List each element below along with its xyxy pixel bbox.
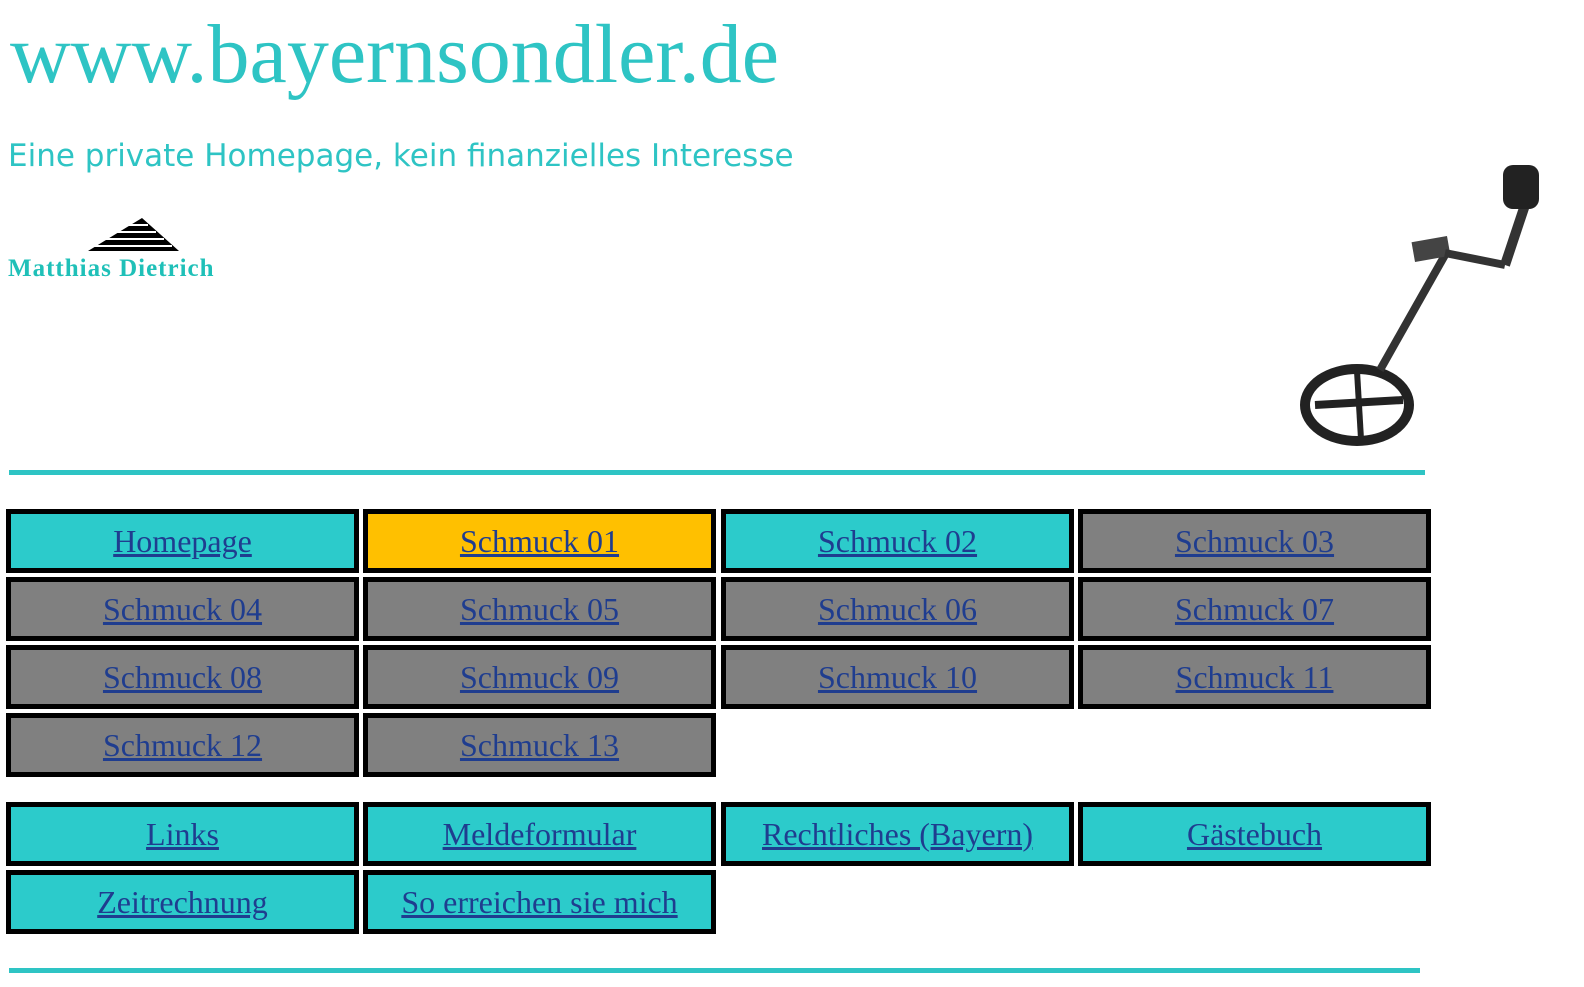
nav-link[interactable]: Schmuck 04: [6, 577, 359, 641]
nav-link[interactable]: So erreichen sie mich: [363, 870, 716, 934]
divider: [9, 470, 1425, 475]
nav-link[interactable]: Links: [6, 802, 359, 866]
nav-link[interactable]: Gästebuch: [1078, 802, 1431, 866]
nav-link[interactable]: Schmuck 07: [1078, 577, 1431, 641]
nav-link[interactable]: Schmuck 12: [6, 713, 359, 777]
site-title: www.bayernsondler.de: [10, 8, 780, 101]
logo-icon: [86, 218, 179, 251]
logo-text: Matthias Dietrich: [8, 255, 215, 282]
metal-detector-image: [1300, 165, 1539, 446]
nav-link[interactable]: Schmuck 02: [721, 509, 1074, 573]
nav-link[interactable]: Schmuck 06: [721, 577, 1074, 641]
nav-link[interactable]: Schmuck 10: [721, 645, 1074, 709]
nav-link[interactable]: Schmuck 03: [1078, 509, 1431, 573]
subtitle: Eine private Homepage, kein finanzielles…: [8, 138, 794, 174]
nav-link[interactable]: Schmuck 13: [363, 713, 716, 777]
nav-link[interactable]: Schmuck 05: [363, 577, 716, 641]
nav-link[interactable]: Homepage: [6, 509, 359, 573]
nav-link[interactable]: Schmuck 09: [363, 645, 716, 709]
nav-link[interactable]: Rechtliches (Bayern): [721, 802, 1074, 866]
nav-link[interactable]: Schmuck 08: [6, 645, 359, 709]
nav-link[interactable]: Schmuck 11: [1078, 645, 1431, 709]
nav-link[interactable]: Schmuck 01: [363, 509, 716, 573]
divider: [9, 968, 1420, 973]
nav-link[interactable]: Meldeformular: [363, 802, 716, 866]
nav-link[interactable]: Zeitrechnung: [6, 870, 359, 934]
